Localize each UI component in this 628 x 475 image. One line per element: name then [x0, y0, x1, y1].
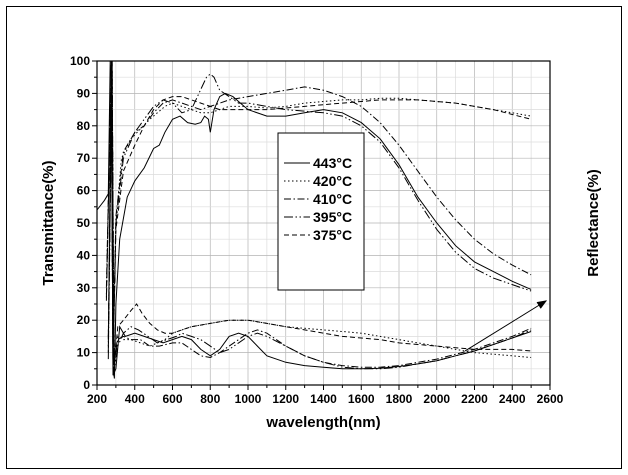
- x-tick-label: 800: [200, 392, 220, 406]
- x-tick-label: 600: [162, 392, 182, 406]
- series-layer: [96, 60, 532, 379]
- y-tick-label: 20: [77, 313, 91, 327]
- y-tick-label: 0: [83, 378, 90, 392]
- y-tick-label: 40: [77, 248, 91, 262]
- y-tick-label: 100: [70, 54, 90, 68]
- legend-label: 375°C: [313, 227, 352, 243]
- y-tick-label: 80: [77, 119, 91, 133]
- x-tick-label: 1200: [272, 392, 299, 406]
- x-tick-label: 1600: [348, 392, 375, 406]
- x-tick-label: 1400: [310, 392, 337, 406]
- annotation-arrow: [464, 300, 548, 352]
- x-tick-label: 2400: [499, 392, 526, 406]
- legend-box: [277, 132, 365, 291]
- y-tick-label: 60: [77, 184, 91, 198]
- legend-label: 395°C: [313, 209, 352, 225]
- y-tick-label: 70: [77, 151, 91, 165]
- series-reflectance-2: [107, 60, 532, 368]
- legend: 443°C 420°C 410°C 395°C 375°C: [277, 132, 365, 291]
- x-tick-label: 400: [125, 392, 145, 406]
- series-reflectance-4: [107, 60, 532, 369]
- y-tick-label: 50: [77, 216, 91, 230]
- y-axis-title: Transmittance(%): [40, 160, 57, 285]
- series-transmittance-3: [105, 70, 532, 366]
- x-tick-label: 1000: [235, 392, 262, 406]
- ticks: 200 400 600 800 1000 1200 1400 1600 1800 2000 2200…: [70, 54, 564, 406]
- y-tick-label: 10: [77, 346, 91, 360]
- x-tick-label: 1800: [386, 392, 413, 406]
- y-tick-label: 30: [77, 281, 91, 295]
- x-tick-label: 2200: [461, 392, 488, 406]
- legend-label: 443°C: [313, 155, 352, 171]
- y-tick-label: 90: [77, 86, 91, 100]
- figure-frame: [6, 6, 622, 469]
- series-transmittance-0: [96, 60, 532, 379]
- x-tick-label: 2600: [537, 392, 564, 406]
- x-tick-label: 2000: [423, 392, 450, 406]
- series-transmittance-4: [105, 67, 532, 363]
- legend-label: 410°C: [313, 191, 352, 207]
- y2-axis-title: Reflectance(%): [585, 169, 602, 277]
- x-tick-label: 200: [87, 392, 107, 406]
- x-axis-title: wavelength(nm): [265, 414, 380, 431]
- series-reflectance-3: [107, 60, 532, 373]
- legend-label: 420°C: [313, 173, 352, 189]
